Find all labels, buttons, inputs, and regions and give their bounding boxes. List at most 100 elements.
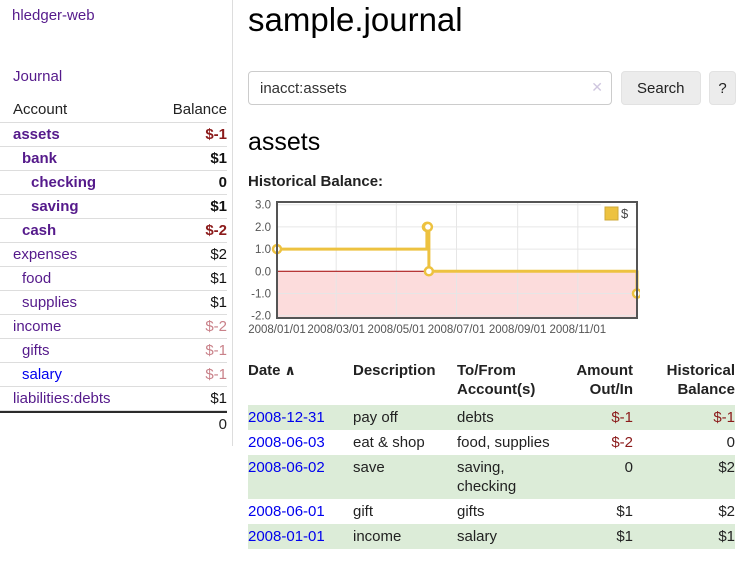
sort-asc-icon: ∧: [284, 362, 296, 378]
svg-text:0.0: 0.0: [255, 266, 271, 278]
svg-text:2008/09/01: 2008/09/01: [489, 324, 547, 336]
transaction-row: 2008-12-31 pay off debts $-1 $-1: [248, 405, 735, 430]
transaction-date-link[interactable]: 2008-12-31: [248, 409, 325, 426]
account-row: liabilities:debts $1: [0, 387, 227, 411]
account-balance: $-1: [205, 366, 227, 383]
account-balance: $1: [210, 270, 227, 287]
transaction-amount: 0: [561, 455, 641, 499]
svg-text:-1.0: -1.0: [251, 289, 271, 301]
account-row: salary $-1: [0, 363, 227, 387]
svg-text:2008/05/01: 2008/05/01: [368, 324, 426, 336]
account-link[interactable]: food: [22, 270, 52, 287]
amount-column-header: Amount Out/In: [576, 362, 633, 398]
account-row: assets $-1: [0, 123, 227, 147]
svg-text:2008/01/01: 2008/01/01: [248, 324, 306, 336]
transaction-date-link[interactable]: 2008-06-03: [248, 434, 325, 451]
account-link[interactable]: gifts: [22, 342, 50, 359]
account-row: food $1: [0, 267, 227, 291]
transaction-accounts: debts: [449, 405, 561, 430]
transaction-date-link[interactable]: 2008-06-01: [248, 503, 325, 520]
svg-text:2008/07/01: 2008/07/01: [428, 324, 486, 336]
transaction-date-link[interactable]: 2008-01-01: [248, 528, 325, 545]
transaction-amount: $1: [616, 503, 633, 520]
account-balance: $1: [210, 150, 227, 167]
transaction-balance: $1: [641, 524, 735, 549]
svg-text:2008/03/01: 2008/03/01: [307, 324, 365, 336]
account-row: saving $1: [0, 195, 227, 219]
account-balance: $1: [210, 294, 227, 311]
account-balance: $2: [210, 246, 227, 263]
svg-text:3.0: 3.0: [255, 200, 271, 212]
transaction-description: income: [345, 524, 449, 549]
transaction-balance: 0: [726, 434, 735, 451]
transaction-date-link[interactable]: 2008-06-02: [248, 459, 325, 476]
register-header-row: Date ∧ Description To/From Account(s) Amo…: [248, 358, 735, 405]
svg-text:1.0: 1.0: [255, 244, 271, 256]
transaction-accounts: salary: [449, 524, 561, 549]
page-title: sample.journal: [248, 1, 463, 38]
transaction-row: 2008-06-03 eat & shop food, supplies $-2…: [248, 430, 735, 455]
transaction-balance: $2: [718, 503, 735, 520]
account-row: cash $-2: [0, 219, 227, 243]
account-row: income $-2: [0, 315, 227, 339]
transaction-description: eat & shop: [353, 434, 425, 451]
account-row: bank $1: [0, 147, 227, 171]
svg-text:$: $: [621, 206, 629, 221]
sidebar: hledger-web Journal Account Balance asse…: [0, 0, 233, 446]
date-column-header[interactable]: Date ∧: [248, 362, 296, 379]
chart-label: Historical Balance:: [248, 173, 384, 190]
account-link[interactable]: income: [13, 318, 62, 335]
transaction-amount: $-1: [561, 405, 641, 430]
transaction-amount: $-2: [611, 434, 633, 451]
account-link[interactable]: cash: [22, 222, 57, 239]
account-balance: 0: [218, 174, 227, 191]
balance-column-header: Balance: [172, 101, 227, 118]
transaction-accounts: gifts: [457, 503, 485, 520]
transaction-accounts: saving, checking: [449, 455, 561, 499]
account-column-header: Account: [13, 101, 68, 118]
accounts-total: 0: [0, 411, 227, 436]
accounts-list: assets $-1 bank $1 checking 0 saving $1 …: [0, 123, 227, 411]
search-button[interactable]: Search: [621, 71, 701, 105]
account-link[interactable]: liabilities:debts: [13, 390, 111, 407]
account-row: expenses $2: [0, 243, 227, 267]
balance-column-header: Historical Balance: [666, 362, 735, 398]
transaction-balance: $2: [641, 455, 735, 499]
svg-text:-2.0: -2.0: [251, 311, 271, 323]
accounts-table: Account Balance assets $-1 bank $1 check…: [0, 98, 227, 436]
account-link[interactable]: assets: [13, 126, 60, 143]
accounts-table-header: Account Balance: [0, 98, 227, 123]
account-link[interactable]: bank: [22, 150, 58, 167]
account-balance: $-1: [205, 342, 227, 359]
account-balance: $1: [210, 390, 227, 407]
register-table: Date ∧ Description To/From Account(s) Amo…: [248, 358, 735, 549]
transaction-amount: $1: [561, 524, 641, 549]
account-balance: $-1: [205, 126, 227, 143]
account-row: supplies $1: [0, 291, 227, 315]
clear-search-icon[interactable]: ✕: [591, 79, 603, 95]
accounts-column-header: To/From Account(s): [457, 362, 536, 398]
transaction-description: save: [345, 455, 449, 499]
transaction-balance: $-1: [641, 405, 735, 430]
brand-link[interactable]: hledger-web: [12, 7, 95, 24]
svg-text:2.0: 2.0: [255, 222, 271, 234]
account-row: gifts $-1: [0, 339, 227, 363]
account-link[interactable]: salary: [22, 366, 63, 383]
svg-text:2008/11/01: 2008/11/01: [549, 324, 606, 336]
transaction-row: 2008-06-01 gift gifts $1 $2: [248, 499, 735, 524]
account-link[interactable]: checking: [31, 174, 97, 191]
transaction-description: pay off: [345, 405, 449, 430]
account-page-title: assets: [248, 128, 321, 156]
sidebar-item-journal[interactable]: Journal: [13, 68, 63, 85]
account-link[interactable]: supplies: [22, 294, 78, 311]
search-input[interactable]: [248, 71, 612, 105]
account-link[interactable]: saving: [31, 198, 79, 215]
transaction-description: gift: [353, 503, 374, 520]
description-column-header: Description: [353, 362, 436, 379]
help-button[interactable]: ?: [709, 71, 736, 105]
account-balance: $-2: [205, 318, 227, 335]
transaction-row: 2008-01-01 income salary $1 $1: [248, 524, 735, 549]
transaction-row: 2008-06-02 save saving, checking 0 $2: [248, 455, 735, 499]
account-link[interactable]: expenses: [13, 246, 78, 263]
